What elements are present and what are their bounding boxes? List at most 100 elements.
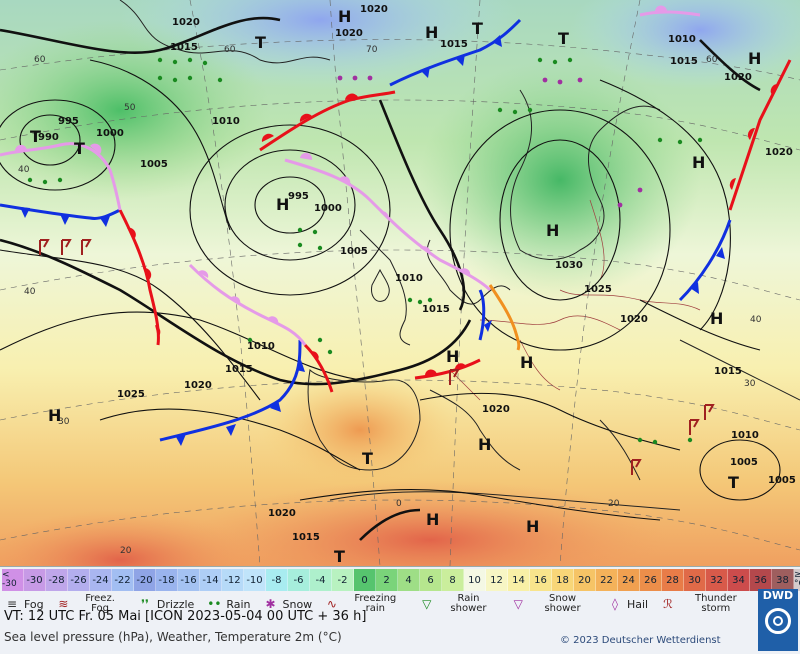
hot-air-sahara-west: [0, 510, 260, 566]
scale-cell: -14: [200, 569, 222, 591]
pressure-label: 1030: [555, 260, 583, 271]
scale-cell: -22: [112, 569, 134, 591]
freezing-fog-icon: ≋: [58, 597, 69, 611]
lat-label: 0: [396, 499, 402, 509]
scale-cell: 38: [772, 569, 794, 591]
scale-cell: -10: [244, 569, 266, 591]
cold-front-west: [159, 339, 305, 446]
occlusion-arctic: [639, 5, 701, 17]
pressure-label: 1000: [314, 203, 342, 214]
cold-front-east: [678, 219, 732, 302]
high-center: H: [478, 435, 491, 454]
weather-legend-label: Rain: [226, 597, 251, 611]
pressure-label: 1015: [170, 42, 198, 53]
snow-symbols: [337, 75, 643, 208]
cold-front-north: [389, 18, 522, 87]
lat-label: 50: [124, 103, 136, 113]
weather-legend-item: ✱ Snow: [260, 595, 312, 613]
pressure-label: 1020: [184, 380, 212, 391]
scale-cell: 8: [442, 569, 464, 591]
valid-time: VT: 12 UTC Fr. 05 Mai [ICON 2023-05-04 0…: [4, 609, 367, 624]
low-center: T: [558, 29, 569, 48]
weather-legend-label: Drizzle: [156, 597, 195, 611]
high-center: H: [546, 221, 559, 240]
occlusion-biscay: [188, 263, 307, 346]
low-center: T: [255, 33, 266, 52]
high-center: H: [526, 517, 539, 536]
high-center: H: [48, 406, 61, 425]
pressure-label: 1005: [768, 475, 796, 486]
freezing-rain-icon: ∿: [326, 597, 337, 611]
snow-icon: ✱: [265, 597, 276, 611]
high-center: H: [425, 23, 438, 42]
thunderstorm-icon: ℛ: [663, 597, 673, 611]
cold-air-arctic: [570, 0, 800, 90]
scale-cell: -30: [24, 569, 46, 591]
trough-line: [488, 284, 521, 351]
pressure-label: 1015: [292, 532, 320, 543]
pressure-label: 1025: [584, 284, 612, 295]
dwd-logo-text: DWD: [762, 589, 794, 602]
dwd-logo[interactable]: DWD: [758, 589, 798, 651]
scale-cell: -28: [46, 569, 68, 591]
temperature-scale: < -30 -30 -28 -26 -24 -22 -20 -18 -16 -14 -12 -10 -8…: [2, 569, 800, 591]
hot-air-sahara: [190, 480, 670, 566]
low-center: T: [472, 19, 483, 38]
scale-cell: 4: [398, 569, 420, 591]
pressure-label: 1015: [670, 56, 698, 67]
high-center: H: [338, 7, 351, 26]
warm-front-east: [728, 59, 792, 211]
pressure-label: 1010: [731, 430, 759, 441]
lat-label: 40: [24, 287, 36, 297]
pressure-label: 1005: [340, 246, 368, 257]
low-center: H: [276, 195, 289, 214]
weather-legend-item: ∿ Freezing rain: [322, 594, 407, 614]
scale-cell: 18: [552, 569, 574, 591]
low-center: T: [334, 547, 345, 566]
scale-cell: 34: [728, 569, 750, 591]
lat-label: 60: [224, 45, 236, 55]
pressure-label: 1000: [96, 128, 124, 139]
weather-legend-label: Fog: [24, 597, 44, 611]
scale-cell: 24: [618, 569, 640, 591]
copyright: © 2023 Deutscher Wetterdienst: [560, 635, 721, 646]
scale-cell: -8: [266, 569, 288, 591]
weather-map: 1020 1020 1015 1015 1020 1010 1015 1020 …: [0, 0, 800, 566]
scale-cell: 20: [574, 569, 596, 591]
high-center: H: [710, 309, 723, 328]
scale-cell: -12: [222, 569, 244, 591]
rain-shower-icon: ▽: [422, 597, 432, 611]
pressure-label: 1020: [335, 28, 363, 39]
lat-label: 20: [120, 546, 132, 556]
thunderstorm-symbols: [39, 239, 715, 475]
scale-cell: 16: [530, 569, 552, 591]
lat-label: 30: [58, 417, 70, 427]
high-center: H: [426, 510, 439, 529]
pressure-label: 995: [58, 116, 79, 127]
scale-cell: 6: [420, 569, 442, 591]
pressure-label: 1010: [212, 116, 240, 127]
legend-panel: < -30 -30 -28 -26 -24 -22 -20 -18 -16 -14 -12 -10 -8…: [0, 566, 800, 654]
weather-legend-item: ℛ Thunder storm: [658, 594, 752, 614]
scale-cell: -24: [90, 569, 112, 591]
weather-legend-label: Hail: [626, 597, 649, 611]
pressure-label: 990: [38, 132, 59, 143]
scale-cell: < -30: [2, 569, 24, 591]
lat-label: 70: [366, 45, 378, 55]
scale-cell: 12: [486, 569, 508, 591]
lat-label: 40: [18, 165, 30, 175]
scale-cell: 0: [354, 569, 376, 591]
cold-front-central: [478, 289, 492, 341]
occlusion-atlantic: [0, 142, 122, 211]
weather-legend: ≡ Fog ≋ Freez. Fog ❜❜ Drizzle •• Rain ✱ Snow ∿ Free…: [2, 592, 762, 616]
weather-legend-label: Freez. Fog: [85, 593, 115, 614]
rain-icon: ••: [207, 597, 222, 611]
high-center: H: [748, 49, 761, 68]
warm-front-west: [118, 209, 161, 346]
low-center: T: [362, 449, 373, 468]
weather-legend-item: ❜❜ Drizzle: [135, 595, 194, 613]
pressure-labels: 1020 1020 1015 1015 1020 1010 1015 1020 …: [38, 4, 796, 543]
pressure-label: 1020: [765, 147, 793, 158]
drizzle-icon: ❜❜: [141, 597, 149, 611]
country-borders: [449, 199, 701, 401]
